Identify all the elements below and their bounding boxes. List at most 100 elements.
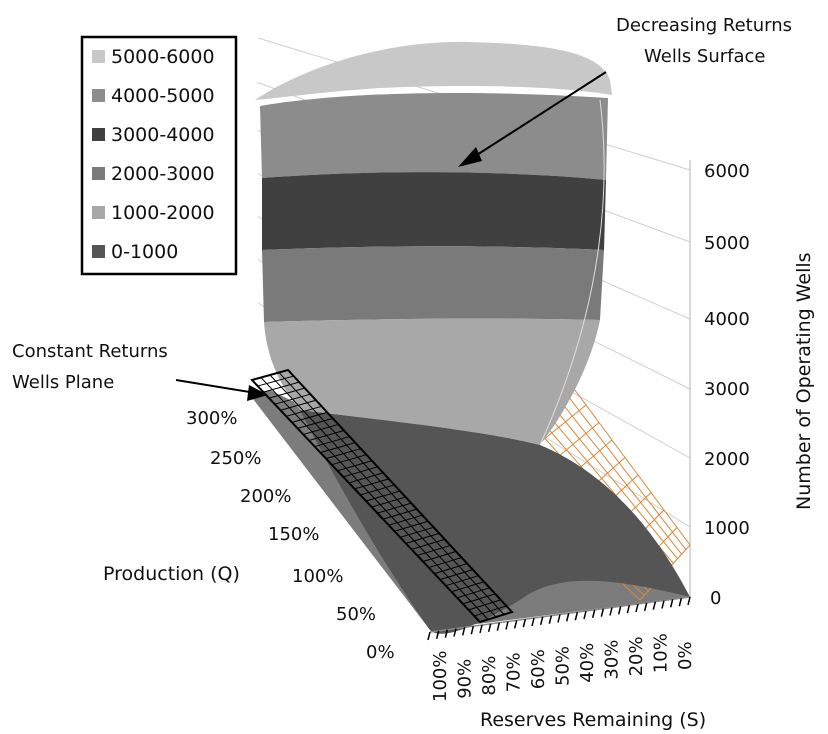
x-axis-tick-mark (565, 613, 570, 622)
x-axis-tick-mark (652, 601, 657, 610)
orange-grid-line (552, 375, 687, 550)
legend-label: 0-1000 (111, 241, 178, 263)
constant-returns-plane (250, 368, 514, 624)
z-axis-ticks: 0 1000 2000 3000 4000 5000 6000 (704, 161, 750, 609)
legend: 5000-6000 4000-5000 3000-4000 2000-3000 1000… (80, 35, 238, 276)
z-tick-5000: 5000 (704, 233, 750, 254)
x-axis-tick-mark (496, 622, 501, 631)
x-tick-label: 90% (455, 659, 476, 699)
y-tick-250: 250% (210, 448, 261, 469)
x-axis-tick-mark (687, 596, 691, 606)
x-axis-tick-mark (539, 616, 544, 626)
x-axis-tick-mark (487, 623, 492, 633)
z-axis-title: Number of Operating Wells (793, 252, 815, 510)
x-axis-tick-mark (505, 621, 509, 630)
x-axis-tick-mark (522, 618, 527, 628)
legend-swatch (92, 128, 105, 141)
x-axis-tick-mark (557, 614, 561, 623)
annotation-constant-line1: Constant Returns (12, 341, 168, 362)
reserves-axis-ticks: 100% 90% 80% 70% 60% 50% 40% 30% 20% 10% 0% (430, 633, 696, 702)
legend-label: 5000-6000 (111, 46, 215, 68)
x-axis-tick-mark (678, 597, 683, 607)
x-tick-label: 60% (528, 649, 549, 689)
x-axis-title: Reserves Remaining (S) (480, 709, 706, 731)
legend-swatch (92, 206, 105, 219)
x-tick-label: 70% (504, 652, 525, 692)
y-tick-100: 100% (292, 566, 343, 587)
x-tick-label: 0% (675, 641, 696, 670)
legend-label: 2000-3000 (111, 163, 215, 185)
legend-swatch (92, 167, 105, 180)
annotation-decreasing-line1: Decreasing Returns (616, 15, 792, 36)
x-axis-tick-mark (635, 603, 639, 613)
x-axis-tick-mark (583, 610, 587, 620)
legend-label: 4000-5000 (111, 85, 215, 107)
x-axis-tick-mark (591, 609, 596, 619)
x-axis-tick-mark (548, 615, 553, 624)
y-axis-title: Production (Q) (103, 563, 240, 585)
plane-wire (278, 372, 505, 615)
x-axis-tick-mark (609, 607, 613, 616)
x-tick-label: 100% (430, 651, 451, 702)
plane-wire (269, 374, 497, 618)
x-tick-label: 50% (553, 646, 574, 686)
plane-outline (250, 368, 514, 624)
x-axis-tick-mark (453, 628, 457, 637)
plane-wire (260, 377, 489, 620)
orange-grid-line (537, 387, 678, 560)
x-axis-tick-mark (661, 600, 665, 609)
annotation-decreasing-arrowhead (458, 147, 482, 167)
x-tick-label: 80% (479, 656, 500, 696)
legend-swatch (92, 89, 105, 102)
legend-frame (80, 35, 238, 276)
x-axis-tick-mark (461, 627, 466, 636)
x-axis-tick-mark (427, 631, 431, 641)
surface-band-2000-3000 (262, 246, 604, 322)
x-tick-label: 40% (577, 643, 598, 683)
x-tick-label: 10% (651, 633, 672, 673)
orange-grid-line (559, 369, 691, 546)
annotation-decreasing-arrow (465, 71, 607, 163)
x-axis-tick-mark (435, 630, 440, 640)
surface-band-3000-4000 (262, 172, 606, 250)
x-axis-tick-mark (444, 629, 449, 638)
x-axis-tick-mark (574, 611, 579, 621)
surface-edge (539, 99, 605, 446)
production-axis-ticks: 0% 50% 100% 150% 200% 250% 300% (186, 408, 395, 663)
annotation-decreasing-line2: Wells Surface (644, 46, 766, 67)
surface-band-5000-6000 (255, 41, 612, 100)
x-axis-tick-mark (643, 602, 648, 612)
z-tick-6000: 6000 (704, 161, 750, 182)
y-tick-150: 150% (268, 524, 319, 545)
chart-axes (427, 596, 691, 641)
z-tick-4000: 4000 (704, 309, 750, 330)
y-tick-300: 300% (186, 408, 237, 429)
z-tick-3000: 3000 (704, 379, 750, 400)
x-tick-label: 20% (626, 636, 647, 676)
annotation-constant-line2: Wells Plane (12, 372, 114, 393)
x-axis-tick-mark (470, 625, 475, 635)
x-axis-tick-mark (531, 617, 535, 627)
x-axis-tick-mark (617, 606, 622, 615)
legend-swatch (92, 50, 105, 63)
x-axis-tick-mark (669, 599, 674, 608)
z-tick-1000: 1000 (704, 518, 750, 539)
z-tick-2000: 2000 (704, 449, 750, 470)
x-axis-tick-mark (600, 608, 605, 617)
decreasing-returns-surface (255, 41, 690, 634)
z-tick-0: 0 (710, 588, 721, 609)
y-tick-0: 0% (366, 642, 395, 663)
surface-band-0-1000 (300, 410, 690, 634)
orange-grid-line (544, 381, 683, 555)
annotations: Decreasing Returns Wells Surface Constan… (12, 15, 792, 401)
x-tick-label: 30% (602, 640, 623, 680)
legend-swatch (92, 245, 105, 258)
surface-band-4000-5000 (260, 92, 608, 180)
surface-band-1000-2000 (264, 318, 600, 445)
x-axis-tick-mark (626, 604, 631, 614)
x-axis-tick-mark (479, 624, 483, 634)
annotation-constant-arrow (175, 379, 257, 394)
legend-label: 1000-2000 (111, 202, 215, 224)
